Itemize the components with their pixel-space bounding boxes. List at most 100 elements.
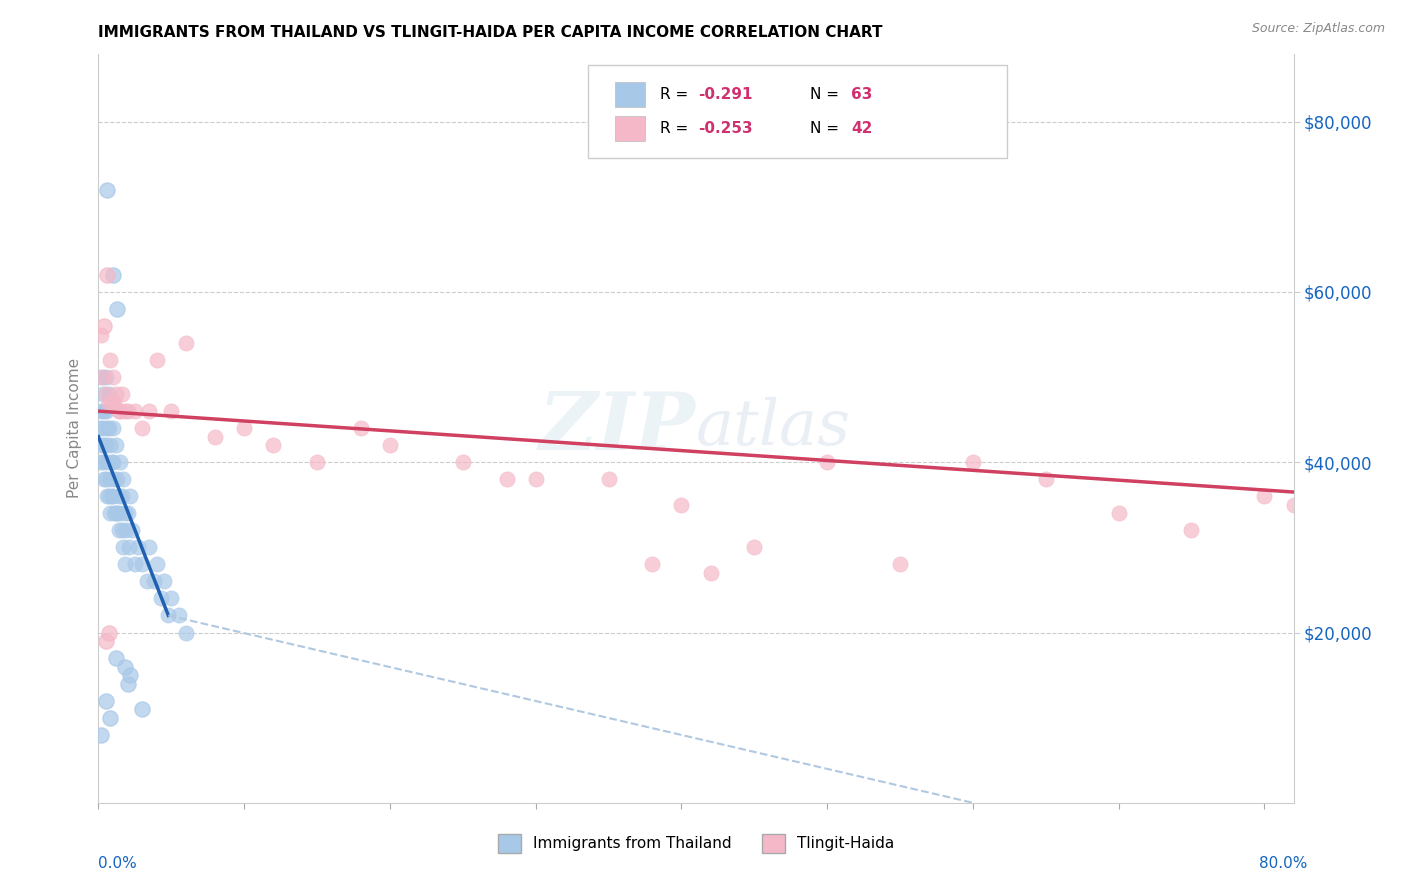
Point (101, 421, 124, 435)
Point (262, 438, 284, 452)
Point (94, 370, 117, 384)
Point (138, 404, 160, 418)
Point (145, 558, 167, 572)
Point (117, 506, 139, 520)
Text: -0.253: -0.253 (699, 121, 754, 136)
Text: N =: N = (810, 87, 844, 103)
Point (150, 591, 173, 606)
Point (101, 370, 124, 384)
Point (104, 387, 127, 401)
Point (91, 370, 114, 384)
Point (110, 404, 132, 418)
Point (97, 421, 120, 435)
Point (641, 558, 664, 572)
Point (111, 489, 134, 503)
Point (93, 438, 115, 452)
Point (108, 404, 131, 418)
Point (138, 541, 160, 555)
Point (94, 404, 117, 418)
Point (111, 524, 134, 538)
Point (131, 558, 153, 572)
Text: 0.0%: 0.0% (98, 856, 138, 871)
Point (90, 438, 112, 452)
Point (96, 489, 118, 503)
Point (1180, 524, 1202, 538)
Point (111, 387, 134, 401)
Point (118, 541, 141, 555)
Point (174, 336, 197, 351)
Point (124, 558, 146, 572)
Point (142, 574, 165, 589)
Text: N =: N = (810, 121, 844, 136)
Point (101, 268, 124, 282)
Point (815, 455, 838, 469)
Point (98, 353, 121, 368)
Point (131, 702, 153, 716)
Point (94, 438, 117, 452)
Point (378, 438, 401, 452)
Text: atlas: atlas (696, 397, 851, 459)
Point (114, 659, 136, 673)
Point (114, 404, 136, 418)
Point (127, 541, 149, 555)
Point (451, 455, 474, 469)
Point (120, 668, 142, 682)
Point (167, 608, 190, 623)
Text: 42: 42 (852, 121, 873, 136)
Point (93, 404, 115, 418)
Point (131, 421, 153, 435)
Point (135, 574, 157, 589)
Point (204, 430, 226, 444)
FancyBboxPatch shape (614, 82, 644, 107)
Point (598, 472, 620, 486)
Point (101, 455, 124, 469)
Text: -0.291: -0.291 (699, 87, 752, 103)
Point (157, 608, 180, 623)
Point (100, 395, 122, 409)
Point (98, 472, 121, 486)
Point (93, 318, 115, 333)
Point (90, 370, 112, 384)
Point (94, 693, 117, 707)
Point (145, 353, 167, 368)
Point (93, 472, 115, 486)
Point (104, 506, 127, 520)
Point (97, 625, 120, 640)
Point (699, 566, 721, 580)
Point (100, 455, 122, 469)
Point (98, 711, 121, 725)
Point (110, 455, 132, 469)
Point (105, 301, 128, 316)
Point (103, 395, 125, 409)
Point (160, 404, 183, 418)
Point (105, 506, 128, 520)
Point (1035, 472, 1057, 486)
Point (742, 541, 765, 555)
Point (108, 524, 131, 538)
Point (1253, 489, 1275, 503)
Point (115, 524, 138, 538)
FancyBboxPatch shape (589, 65, 1007, 159)
Point (97, 489, 120, 503)
Point (100, 489, 122, 503)
Point (89, 421, 111, 435)
Text: R =: R = (661, 121, 693, 136)
Point (524, 472, 547, 486)
Point (97, 387, 120, 401)
Point (120, 489, 142, 503)
Point (96, 268, 118, 282)
Point (305, 455, 328, 469)
Point (124, 404, 146, 418)
Point (104, 438, 127, 452)
Point (495, 472, 517, 486)
Point (98, 506, 121, 520)
Point (89, 455, 111, 469)
Point (233, 421, 256, 435)
Text: R =: R = (661, 87, 693, 103)
Point (153, 574, 176, 589)
Point (101, 489, 124, 503)
Point (962, 455, 984, 469)
Point (91, 421, 114, 435)
Y-axis label: Per Capita Income: Per Capita Income (67, 358, 83, 499)
FancyBboxPatch shape (614, 116, 644, 141)
